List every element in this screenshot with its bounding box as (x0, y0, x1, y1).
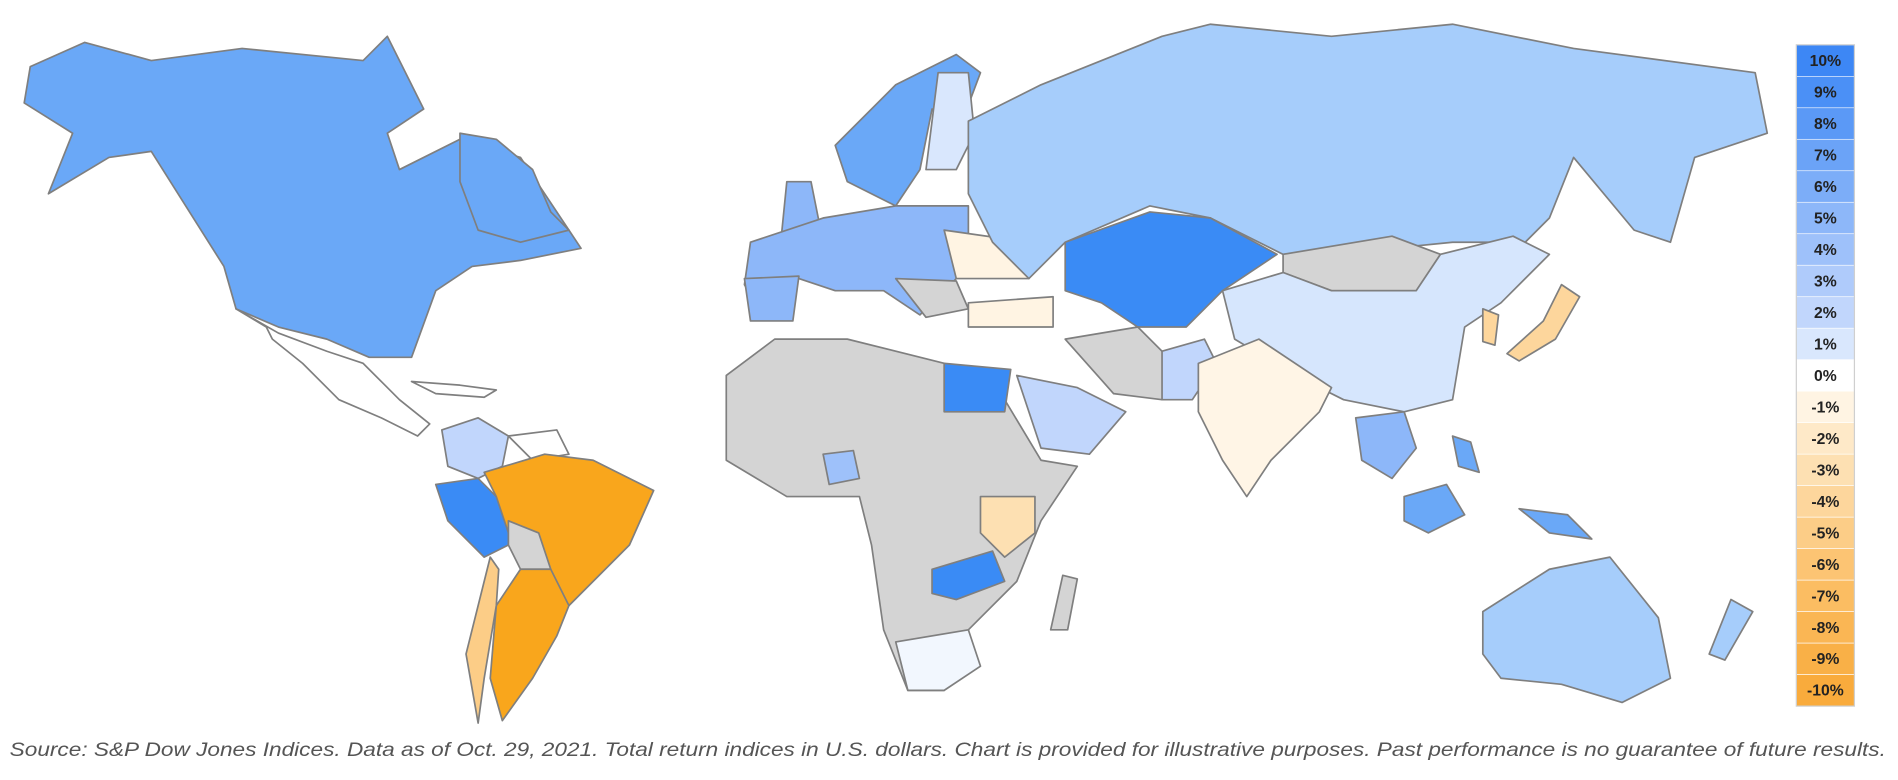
australia (1481, 556, 1672, 704)
legend-swatch (1796, 359, 1855, 392)
legend-border (1795, 44, 1856, 707)
legend-label: -6% (1811, 557, 1839, 574)
legend-label: 7% (1814, 147, 1837, 164)
japan (1506, 283, 1581, 362)
legend-label: 8% (1814, 116, 1837, 133)
legend-label: 1% (1814, 336, 1837, 353)
legend-label: -3% (1811, 462, 1839, 479)
legend-label: -4% (1811, 494, 1839, 511)
legend-swatch (1796, 170, 1855, 203)
legend-swatch (1796, 548, 1855, 581)
caribbean (410, 380, 498, 399)
legend-label: 2% (1814, 305, 1837, 322)
indonesia (1403, 483, 1466, 534)
saudi-arabia (1015, 374, 1127, 456)
legend-label: -1% (1811, 399, 1839, 416)
legend-label: -2% (1811, 431, 1839, 448)
venezuela (507, 429, 570, 462)
legend-label: 10% (1810, 53, 1841, 70)
mexico (235, 308, 431, 437)
korea (1481, 308, 1500, 347)
source-note: Source: S&P Dow Jones Indices. Data as o… (10, 739, 1886, 761)
turkey (967, 295, 1054, 328)
iberia (743, 275, 800, 322)
legend-swatch (1796, 453, 1855, 486)
legend-swatch (1796, 233, 1855, 266)
papua (1518, 507, 1593, 540)
legend-label: -10% (1807, 683, 1844, 700)
legend-label: -7% (1811, 588, 1839, 605)
philippines (1451, 435, 1481, 474)
egypt (943, 362, 1012, 413)
legend-label: -9% (1811, 651, 1839, 668)
south-africa (894, 628, 982, 692)
africa (725, 338, 1079, 692)
countries (23, 23, 1769, 724)
legend-label: -8% (1811, 620, 1839, 637)
legend-label: 9% (1814, 84, 1837, 101)
legend-label: 5% (1814, 210, 1837, 227)
legend-label: -5% (1811, 525, 1839, 542)
legend-label: 3% (1814, 273, 1837, 290)
legend-swatch (1796, 422, 1855, 455)
zambia (931, 550, 1006, 601)
india (1197, 338, 1333, 498)
legend-swatch (1796, 201, 1855, 235)
nigeria (822, 449, 861, 486)
kazakhstan (1064, 211, 1278, 328)
greenland-area (459, 132, 570, 244)
madagascar (1049, 574, 1079, 631)
kenya (979, 495, 1036, 558)
legend-swatch (1796, 485, 1855, 518)
southeast-asia (1354, 410, 1418, 480)
legend-swatch (1796, 264, 1855, 298)
argentina (489, 568, 570, 722)
north-america (23, 35, 582, 359)
legend-label: 4% (1814, 242, 1837, 259)
new-zealand (1708, 598, 1754, 661)
finland (925, 71, 976, 171)
chile (465, 556, 500, 724)
legend-label: 0% (1814, 368, 1837, 385)
legend-label: 6% (1814, 179, 1837, 196)
legend: 10% 9% 8% 7% 6% 5% 4% 3% 2% 1% 0% -1% -2% -3% -4% -5% -6… (1795, 44, 1856, 707)
brazil (483, 453, 655, 607)
legend-swatch (1796, 296, 1855, 329)
